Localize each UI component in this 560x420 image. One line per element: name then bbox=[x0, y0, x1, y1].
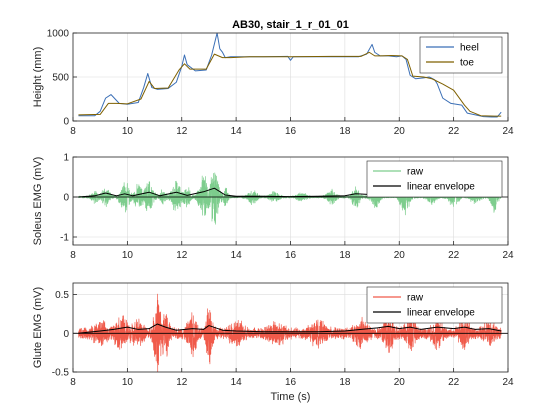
x-tick-label: 24 bbox=[502, 377, 514, 388]
x-tick-label: 16 bbox=[285, 126, 297, 137]
x-tick-label: 14 bbox=[231, 377, 243, 388]
legend-box bbox=[366, 286, 503, 324]
x-tick-label: 18 bbox=[339, 377, 351, 388]
legend: raw linear envelope bbox=[366, 286, 503, 324]
y-tick-label: 0.5 bbox=[55, 290, 69, 301]
series-group bbox=[78, 33, 502, 118]
series-line-toe bbox=[78, 51, 502, 117]
x-tick-label: 12 bbox=[176, 250, 188, 261]
x-tick-label: 16 bbox=[285, 250, 297, 261]
series-group bbox=[73, 293, 508, 372]
legend-box bbox=[366, 160, 503, 198]
x-tick-label: 16 bbox=[285, 377, 297, 388]
y-tick-label: 500 bbox=[52, 73, 69, 84]
series-line-linear-envelope bbox=[78, 323, 502, 334]
x-tick-label: 20 bbox=[394, 126, 406, 137]
x-tick-label: 14 bbox=[231, 250, 243, 261]
x-tick-label: 12 bbox=[176, 126, 188, 137]
legend-label: raw bbox=[407, 167, 424, 178]
y-axis-label: Height (mm) bbox=[32, 47, 44, 108]
x-tick-label: 18 bbox=[339, 250, 351, 261]
x-tick-label: 8 bbox=[70, 126, 76, 137]
x-tick-label: 20 bbox=[394, 250, 406, 261]
y-tick-label: -0.5 bbox=[52, 368, 70, 379]
legend-box bbox=[419, 36, 503, 74]
series-line-heel bbox=[78, 33, 502, 118]
x-tick-label: 22 bbox=[448, 250, 460, 261]
y-tick-label: 0 bbox=[63, 193, 69, 204]
panel-soleus-emg: 8 10 12 14 16 18 20 22 24 -1 0 1 Soleus EMG (mV) raw l… bbox=[32, 153, 514, 262]
legend: raw linear envelope bbox=[366, 160, 503, 198]
panel-glute-emg: 8 10 12 14 16 18 20 22 24 -0.5 0 0.5 Glute EMG (mV) T… bbox=[32, 282, 514, 403]
x-tick-label: 24 bbox=[502, 250, 514, 261]
x-tick-label: 22 bbox=[448, 377, 460, 388]
y-tick-label: 0 bbox=[63, 117, 69, 128]
x-tick-label: 18 bbox=[339, 126, 351, 137]
y-tick-label: 1 bbox=[63, 153, 69, 164]
x-tick-label: 22 bbox=[448, 126, 460, 137]
x-tick-label: 10 bbox=[122, 250, 134, 261]
x-tick-label: 8 bbox=[70, 250, 76, 261]
legend-label: linear envelope bbox=[407, 308, 475, 319]
x-tick-label: 24 bbox=[502, 126, 514, 137]
legend-label: linear envelope bbox=[407, 182, 475, 193]
x-tick-label: 10 bbox=[122, 377, 134, 388]
y-tick-label: 1000 bbox=[47, 29, 70, 40]
x-tick-label: 20 bbox=[394, 377, 406, 388]
y-tick-label: 0 bbox=[63, 329, 69, 340]
legend: heel toe bbox=[419, 36, 503, 74]
legend-label: heel bbox=[460, 43, 479, 54]
y-axis-label: Soleus EMG (mV) bbox=[32, 157, 44, 246]
chart-title: AB30, stair_1_r_01_01 bbox=[232, 19, 349, 31]
legend-label: raw bbox=[407, 293, 424, 304]
y-tick-label: -1 bbox=[60, 233, 69, 244]
x-tick-label: 10 bbox=[122, 126, 134, 137]
legend-label: toe bbox=[460, 58, 474, 69]
x-tick-label: 14 bbox=[231, 126, 243, 137]
y-axis-label: Glute EMG (mV) bbox=[32, 287, 44, 368]
x-tick-label: 12 bbox=[176, 377, 188, 388]
x-axis-label: Time (s) bbox=[271, 391, 311, 403]
x-tick-label: 8 bbox=[70, 377, 76, 388]
